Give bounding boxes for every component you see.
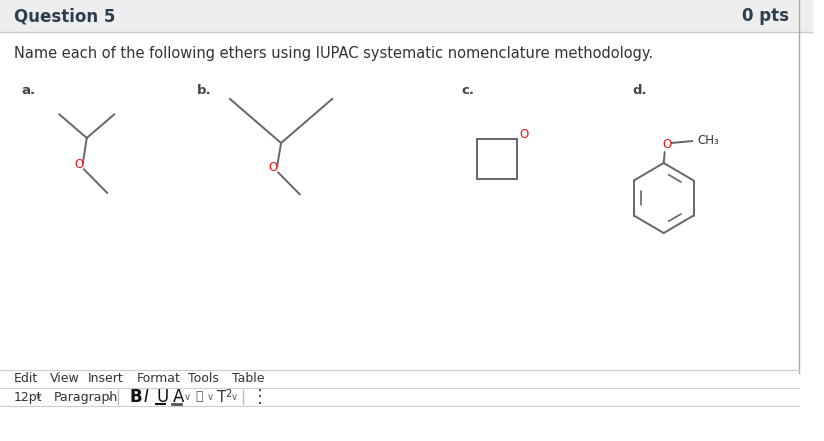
Text: ∨: ∨ xyxy=(184,392,190,402)
Text: View: View xyxy=(50,373,80,385)
Text: Table: Table xyxy=(232,373,265,385)
Text: O: O xyxy=(269,161,278,174)
Text: Edit: Edit xyxy=(14,373,38,385)
Text: a.: a. xyxy=(21,85,35,97)
Text: O: O xyxy=(74,158,83,171)
Text: b.: b. xyxy=(197,85,212,97)
Text: c.: c. xyxy=(461,85,475,97)
Text: U: U xyxy=(157,388,169,406)
Text: I: I xyxy=(144,388,149,406)
Text: d.: d. xyxy=(632,85,647,97)
Text: O: O xyxy=(662,138,672,152)
Text: Name each of the following ethers using IUPAC systematic nomenclature methodolog: Name each of the following ethers using … xyxy=(14,46,653,61)
Text: A: A xyxy=(172,388,184,406)
Text: Paragraph: Paragraph xyxy=(54,390,118,404)
Text: 12pt: 12pt xyxy=(14,390,42,404)
Text: T: T xyxy=(217,389,227,404)
Text: Format: Format xyxy=(137,373,181,385)
Text: Question 5: Question 5 xyxy=(14,7,115,25)
Text: 0 pts: 0 pts xyxy=(742,7,789,25)
Text: ∨: ∨ xyxy=(207,392,214,402)
Text: ⋮: ⋮ xyxy=(251,388,269,406)
Text: ∨: ∨ xyxy=(105,392,113,402)
Bar xyxy=(0,0,812,32)
Text: CH₃: CH₃ xyxy=(697,134,719,146)
Text: Insert: Insert xyxy=(88,373,124,385)
Text: O: O xyxy=(519,128,528,142)
Text: ⯬: ⯬ xyxy=(195,390,203,404)
Text: ∨: ∨ xyxy=(231,392,238,402)
Text: Tools: Tools xyxy=(189,373,219,385)
Text: 2: 2 xyxy=(225,389,231,399)
Text: ∨: ∨ xyxy=(35,392,42,402)
Text: B: B xyxy=(129,388,142,406)
